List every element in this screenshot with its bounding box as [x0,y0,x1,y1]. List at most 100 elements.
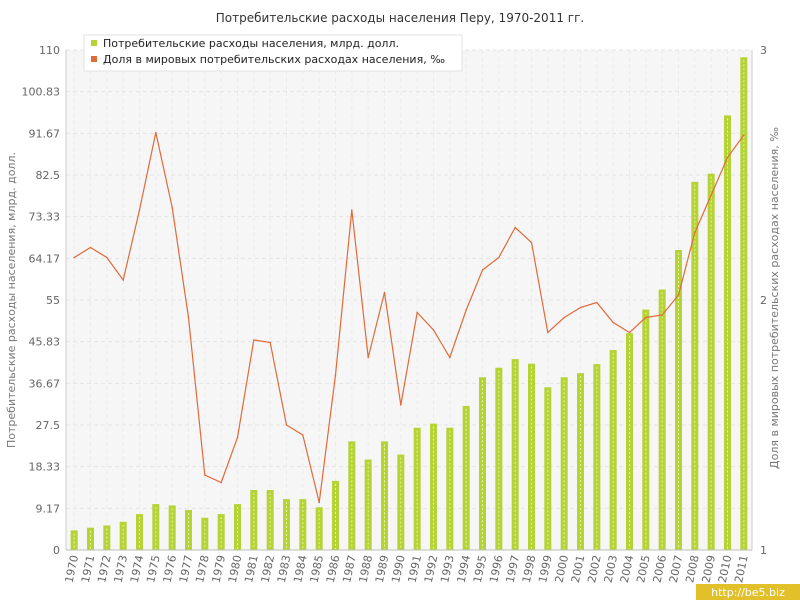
line-point [628,331,631,334]
bar [315,507,323,550]
line-point [220,481,222,484]
x-tick-label: 1974 [128,554,147,584]
line-point [547,331,549,334]
legend: Потребительские расходы населения, млрд.… [83,34,463,72]
y-right-tick-label: 1 [760,544,767,557]
bar [544,387,552,550]
bar [168,505,176,550]
bar [364,459,372,550]
watermark-link[interactable]: http://be5.biz [711,586,785,599]
bar [152,504,160,550]
line-point [677,294,680,296]
x-tick-label: 1977 [177,554,196,584]
y-left-tick-label: 100.83 [22,86,61,99]
line-point [155,131,157,134]
bar [136,514,143,550]
bar [70,530,78,550]
line-point [710,194,712,196]
x-tick-label: 1994 [455,554,474,584]
x-tick-label: 2009 [700,554,719,584]
bar [675,250,682,550]
x-tick-label: 1993 [438,554,457,584]
legend-label-bars: Потребительские расходы населения, млрд.… [103,37,399,50]
line-point [73,256,75,259]
legend-swatch-line [91,56,97,62]
legend-label-line: Доля в мировых потребительских расходах … [103,53,445,66]
x-tick-label: 1999 [536,554,555,584]
line-point [481,269,484,271]
chart-title: Потребительские расходы населения Перу, … [216,11,584,25]
x-tick-label: 1975 [144,554,163,584]
bar [119,521,127,550]
bar [446,427,454,550]
x-tick-label: 2001 [569,554,588,584]
line-point [253,339,255,341]
x-tick-label: 1998 [520,554,539,584]
legend-swatch-bars [91,40,97,46]
bar [479,377,486,550]
line-point [743,134,745,136]
line-point [498,256,500,259]
bar [560,377,568,550]
x-tick-label: 1987 [340,554,359,584]
y-left-tick-label: 45.83 [29,336,61,349]
x-tick-label: 2004 [618,554,637,584]
bar-series [70,57,748,551]
y-right-tick-label: 3 [760,44,767,57]
bar [283,499,290,550]
y-left-tick-label: 27.5 [36,419,61,432]
line-point [351,209,353,211]
line-point [612,321,614,324]
y-left-tick-label: 18.33 [29,461,61,474]
x-tick-label: 1983 [275,554,294,584]
bar [266,490,274,550]
line-point [400,404,402,406]
bar [658,289,666,550]
x-tick-label: 1985 [308,554,327,584]
x-tick-label: 1982 [259,554,278,584]
bar [413,427,421,550]
x-tick-label: 1992 [422,554,441,584]
y-left-tick-label: 91.67 [29,127,61,140]
x-tick-label: 2002 [585,554,604,584]
line-point [334,374,337,376]
line-point [465,309,467,311]
bar [381,441,388,550]
x-tick-label: 1981 [242,554,261,584]
y-left-tick-label: 82.5 [36,169,61,182]
watermark-badge [696,584,800,600]
line-point [138,209,141,211]
y-right-tick-label: 2 [760,294,767,307]
legend-box [83,34,463,72]
x-tick-label: 2008 [683,554,702,584]
line-point [726,156,729,159]
line-point [285,424,288,426]
line-point [416,311,418,314]
x-tick-label: 1988 [357,554,376,584]
share-line [73,132,745,503]
x-tick-label: 1971 [79,554,98,584]
line-point [383,291,386,294]
bar [724,115,731,551]
x-tick-label: 1984 [291,554,310,584]
x-tick-label: 1980 [226,554,245,584]
bar [528,363,535,550]
axes: 0 9.17 18.33 27.5 36.67 45.83 55 64.17 73.33 82.5… [22,44,768,584]
line-point [106,256,108,259]
bar [332,480,339,550]
line-point [122,279,124,281]
bar [250,490,258,550]
x-tick-label: 2005 [634,554,653,584]
y-left-tick-label: 0 [53,544,60,557]
x-tick-label: 1986 [324,554,343,584]
y-left-tick-label: 64.17 [29,252,61,265]
line-point [204,474,206,476]
line-point [302,434,304,436]
x-tick-label: 1995 [471,554,490,584]
line-point [530,241,533,244]
x-tick-label: 1973 [112,554,131,584]
x-tick-label: 1997 [504,554,523,584]
y-left-tick-label: 55 [46,294,60,307]
